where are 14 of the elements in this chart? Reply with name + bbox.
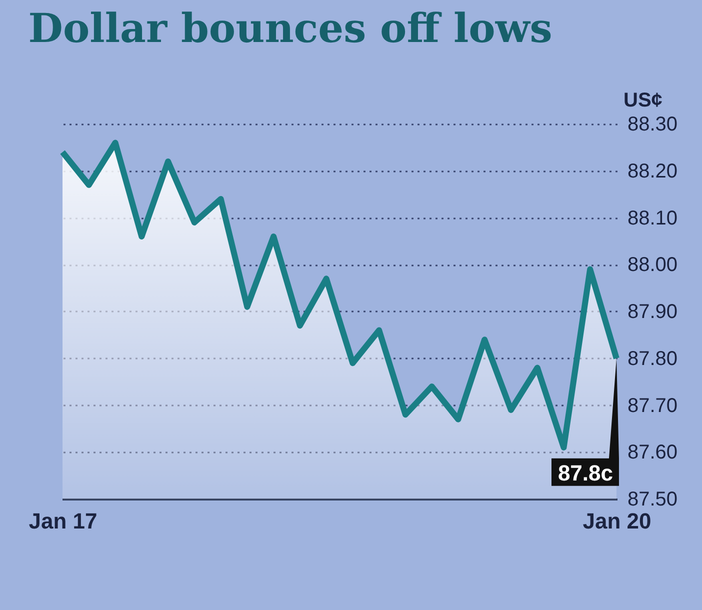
y-tick-label: 87.70 — [628, 394, 678, 417]
x-tick-label: Jan 17 — [28, 508, 98, 534]
y-tick-label: 87.90 — [628, 301, 678, 323]
annotation: 87.8c — [558, 460, 614, 486]
y-tick-label: 87.60 — [628, 442, 678, 464]
y-tick-label: 88.10 — [628, 207, 678, 230]
x-tick-label: Jan 20 — [582, 508, 652, 534]
y-tick-label: 87.80 — [628, 348, 678, 370]
y-tick-label: 88.00 — [628, 254, 678, 276]
y-tick-label: 88.30 — [628, 114, 678, 136]
y-tick-label: 88.20 — [628, 160, 678, 182]
chart-title: Dollar bounces off lows — [28, 5, 552, 52]
y-tick-label: 87.50 — [628, 488, 678, 510]
y-axis-title: US¢ — [624, 90, 662, 112]
